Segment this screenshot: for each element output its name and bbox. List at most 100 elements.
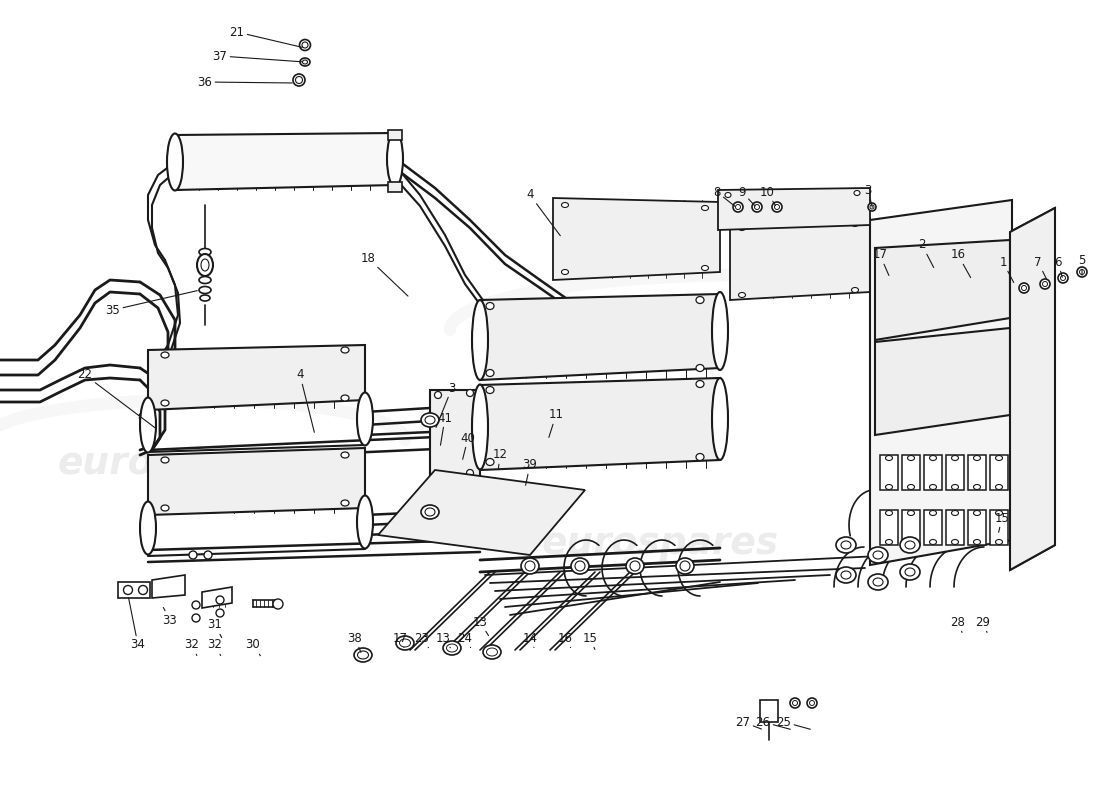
Ellipse shape (204, 551, 212, 559)
Ellipse shape (199, 277, 211, 283)
Text: 31: 31 (208, 618, 222, 638)
Ellipse shape (626, 558, 644, 574)
Ellipse shape (738, 293, 746, 298)
Text: 9: 9 (738, 186, 755, 206)
Ellipse shape (216, 609, 224, 617)
Ellipse shape (396, 636, 414, 650)
Text: eurospares: eurospares (541, 526, 779, 562)
Ellipse shape (851, 287, 858, 293)
Polygon shape (202, 587, 232, 608)
Text: 29: 29 (976, 615, 990, 633)
Polygon shape (924, 455, 942, 490)
Ellipse shape (1019, 283, 1028, 293)
Ellipse shape (425, 416, 435, 424)
Ellipse shape (996, 539, 1002, 545)
Text: 17: 17 (393, 631, 407, 647)
Ellipse shape (873, 551, 883, 559)
Bar (760, 700, 778, 722)
Ellipse shape (300, 58, 310, 66)
Text: 12: 12 (493, 449, 507, 470)
Text: 34: 34 (129, 598, 145, 651)
Polygon shape (968, 510, 986, 545)
Ellipse shape (886, 485, 892, 490)
Ellipse shape (810, 701, 814, 706)
Ellipse shape (868, 203, 876, 211)
Text: 24: 24 (458, 631, 473, 647)
Polygon shape (902, 510, 920, 545)
Ellipse shape (216, 596, 224, 604)
Text: 23: 23 (415, 631, 429, 648)
Ellipse shape (1040, 279, 1050, 289)
Ellipse shape (680, 561, 690, 571)
Ellipse shape (974, 455, 980, 461)
Ellipse shape (873, 578, 883, 586)
Ellipse shape (868, 574, 888, 590)
Ellipse shape (447, 644, 458, 652)
Ellipse shape (123, 586, 132, 594)
Ellipse shape (930, 539, 936, 545)
Ellipse shape (139, 586, 147, 594)
Text: 21: 21 (230, 26, 302, 47)
Text: 3: 3 (436, 382, 455, 427)
Ellipse shape (200, 295, 210, 301)
Ellipse shape (421, 413, 439, 427)
Ellipse shape (952, 539, 958, 545)
Ellipse shape (996, 485, 1002, 490)
Polygon shape (924, 510, 942, 545)
Text: 35: 35 (106, 290, 197, 317)
Polygon shape (175, 133, 395, 190)
Ellipse shape (930, 510, 936, 515)
Ellipse shape (630, 561, 640, 571)
Ellipse shape (161, 505, 169, 511)
Text: 15: 15 (583, 631, 597, 650)
Ellipse shape (696, 381, 704, 387)
Text: 33: 33 (163, 607, 177, 626)
Polygon shape (480, 378, 720, 470)
Text: 41: 41 (438, 411, 452, 446)
Ellipse shape (387, 131, 403, 186)
Text: 13: 13 (436, 631, 450, 648)
Text: 5: 5 (1078, 254, 1086, 275)
Ellipse shape (1058, 273, 1068, 283)
Ellipse shape (140, 398, 156, 453)
Ellipse shape (472, 385, 488, 470)
Bar (388, 130, 401, 140)
Ellipse shape (974, 539, 980, 545)
Ellipse shape (161, 457, 169, 463)
Ellipse shape (197, 254, 213, 276)
Ellipse shape (908, 455, 914, 461)
Ellipse shape (399, 639, 410, 647)
Polygon shape (968, 455, 986, 490)
Ellipse shape (466, 390, 473, 397)
Ellipse shape (341, 500, 349, 506)
Ellipse shape (199, 249, 211, 255)
Text: 11: 11 (549, 409, 563, 438)
Ellipse shape (525, 561, 535, 571)
Ellipse shape (952, 510, 958, 515)
Ellipse shape (486, 302, 494, 310)
Ellipse shape (774, 205, 780, 210)
Ellipse shape (974, 510, 980, 515)
Ellipse shape (886, 510, 892, 515)
Ellipse shape (676, 558, 694, 574)
Ellipse shape (472, 300, 488, 380)
Ellipse shape (725, 193, 732, 198)
Ellipse shape (201, 259, 209, 271)
Ellipse shape (358, 495, 373, 549)
Ellipse shape (354, 648, 372, 662)
Ellipse shape (836, 567, 856, 583)
Ellipse shape (702, 206, 708, 210)
Ellipse shape (908, 485, 914, 490)
Text: 39: 39 (522, 458, 538, 486)
Ellipse shape (752, 202, 762, 212)
Text: 17: 17 (872, 249, 889, 275)
Polygon shape (730, 218, 870, 300)
Text: 16: 16 (558, 631, 572, 647)
Polygon shape (152, 575, 185, 598)
Ellipse shape (736, 205, 740, 210)
Ellipse shape (293, 74, 305, 86)
Ellipse shape (299, 39, 310, 50)
Text: 40: 40 (461, 431, 475, 459)
Ellipse shape (486, 370, 494, 377)
Ellipse shape (341, 395, 349, 401)
